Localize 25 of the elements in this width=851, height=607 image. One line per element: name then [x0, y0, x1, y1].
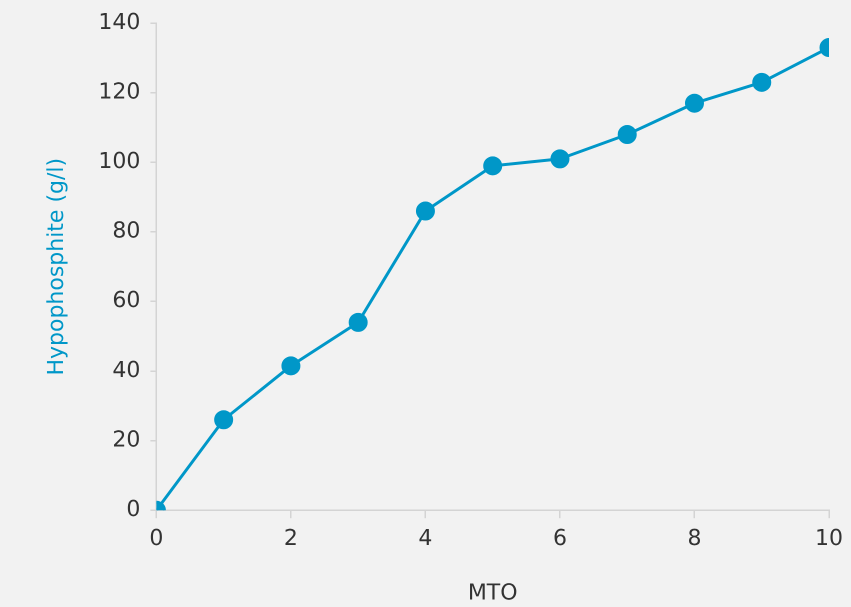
point — [281, 356, 300, 376]
y-tick-label: 140 — [98, 10, 140, 35]
x-tick-label: 10 — [815, 526, 844, 552]
y-axis-title: Hypophosphite (g/l) — [44, 158, 69, 376]
point — [618, 125, 637, 144]
point — [483, 156, 502, 176]
y-tick-label: 0 — [126, 496, 140, 522]
y-tick-label: 20 — [112, 427, 140, 452]
y-tick-label: 100 — [98, 149, 140, 174]
x-tick-label: 2 — [284, 526, 298, 552]
y-tick-label: 80 — [112, 218, 140, 244]
point — [684, 94, 704, 113]
x-tick-label: 6 — [552, 526, 567, 552]
x-axis-title: MTO — [468, 580, 518, 606]
point — [752, 72, 772, 92]
point — [416, 202, 435, 221]
x-tick-label: 4 — [418, 526, 432, 552]
point — [348, 312, 368, 332]
y-tick-label: 60 — [112, 288, 140, 314]
x-tick-label: 0 — [149, 526, 164, 552]
point — [214, 410, 234, 430]
y-tick-label: 120 — [98, 79, 140, 104]
point — [550, 149, 570, 168]
y-tick-label: 40 — [112, 358, 140, 383]
x-tick-label: 8 — [687, 526, 702, 552]
